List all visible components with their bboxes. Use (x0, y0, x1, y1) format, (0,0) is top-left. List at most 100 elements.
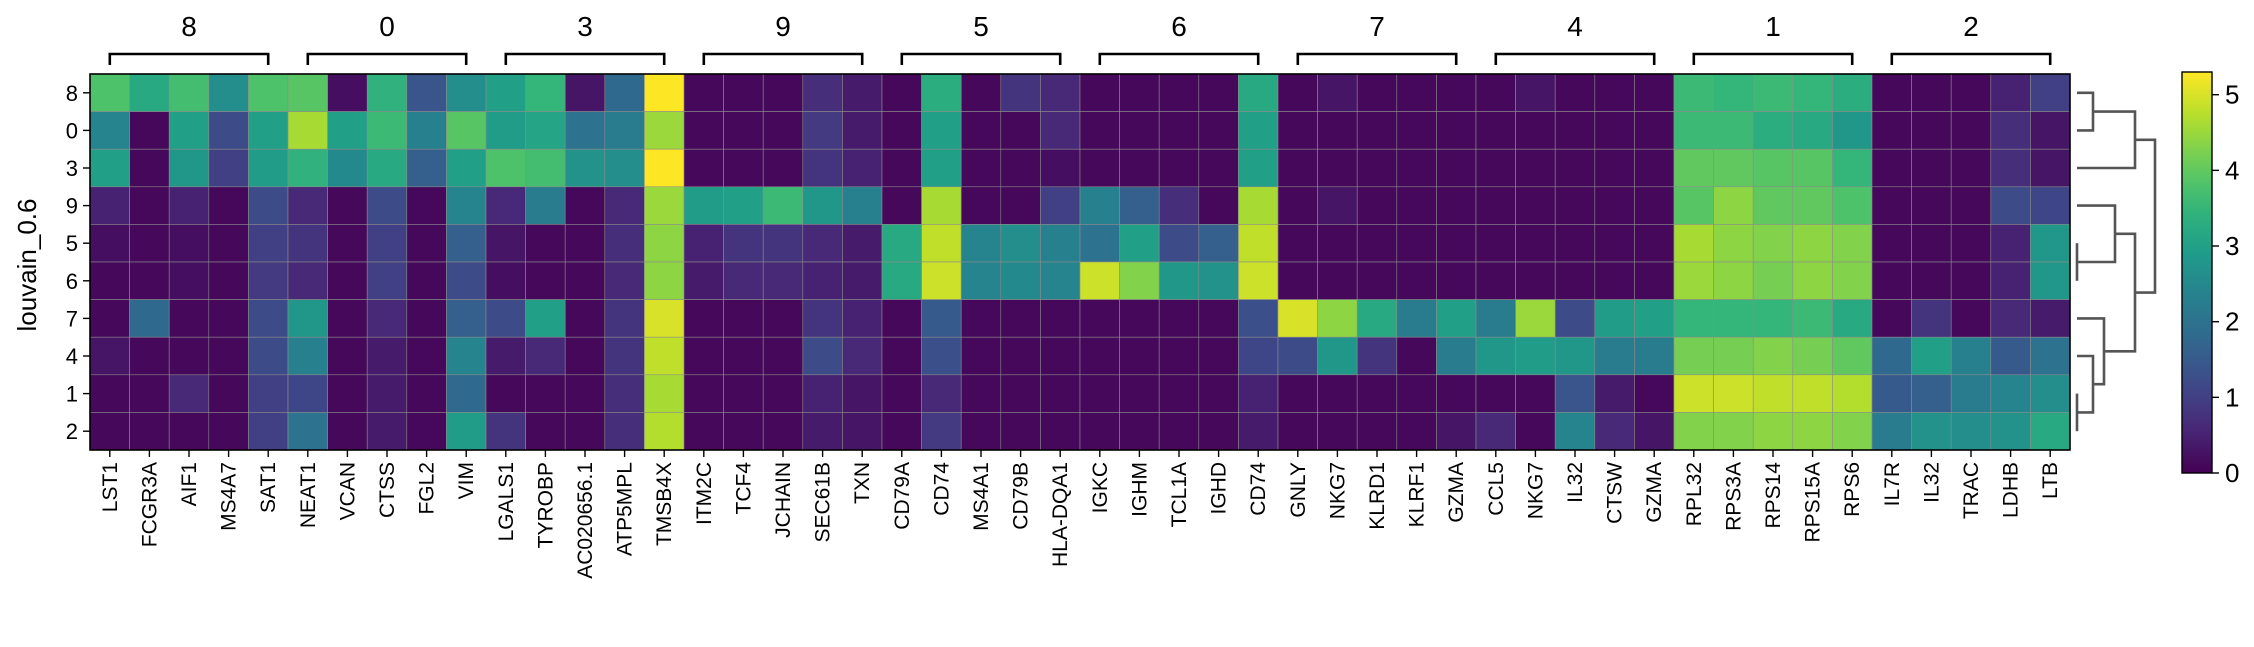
heatmap-cell (1713, 148, 1754, 188)
heatmap-cell (1158, 336, 1200, 376)
gene-label: SAT1 (257, 462, 280, 513)
heatmap-cell (1079, 224, 1120, 263)
heatmap-cell (1475, 73, 1516, 112)
heatmap-cell (129, 261, 170, 300)
heatmap-cell (1000, 186, 1041, 225)
heatmap-cell (1356, 336, 1398, 376)
heatmap-cell (644, 111, 685, 150)
heatmap-cell (2030, 148, 2071, 188)
heatmap-cell (1119, 224, 1160, 263)
heatmap-cell (881, 73, 922, 112)
heatmap-cell (1356, 412, 1398, 451)
heatmap-cell (1000, 261, 1041, 300)
heatmap-cell (1079, 73, 1120, 112)
heatmap-cell (604, 299, 645, 338)
heatmap-cell (1475, 374, 1516, 413)
heatmap-cell (1040, 111, 1081, 150)
heatmap-cell (1594, 336, 1635, 376)
row-label: 0 (66, 118, 78, 143)
heatmap-cell (1238, 374, 1279, 413)
gene-label: AIF1 (178, 462, 201, 506)
heatmap-cell (287, 186, 328, 225)
heatmap-cell (1871, 336, 1912, 376)
heatmap-cell (89, 374, 130, 413)
heatmap-cell (1594, 148, 1635, 188)
heatmap-cell (366, 336, 408, 376)
heatmap-frame (89, 73, 2071, 451)
heatmap-cell (1198, 336, 1239, 376)
heatmap-cell (802, 261, 843, 300)
group-bracket (504, 52, 666, 65)
heatmap-cell (604, 261, 645, 300)
group-bracket (1890, 52, 2052, 65)
heatmap-cell (842, 374, 883, 413)
gene-label: CTSW (1604, 462, 1627, 524)
heatmap-cell (248, 261, 289, 300)
gene-label: CTSS (376, 462, 399, 518)
heatmap-cell (802, 148, 843, 188)
heatmap-cell (1040, 186, 1081, 225)
heatmap-cell (1752, 412, 1794, 451)
heatmap-cell (208, 299, 249, 338)
heatmap-cell (1832, 412, 1873, 451)
group-bracket (900, 52, 1062, 65)
column-tick-labels: LST1 FCGR3A AIF1 MS4A7 SAT1 NEAT1 VCAN CTSS FGL2… (99, 450, 2062, 579)
heatmap-cell (2030, 224, 2071, 263)
row-label: 1 (66, 382, 78, 407)
heatmap-cell (129, 412, 170, 451)
heatmap-cell (485, 336, 526, 376)
gene-label: JCHAIN (772, 462, 795, 538)
heatmap-cell (1792, 261, 1833, 300)
heatmap-cell (366, 261, 408, 300)
heatmap-cell (723, 412, 764, 451)
heatmap-cell (1000, 111, 1041, 150)
heatmap-cell (1000, 299, 1041, 338)
heatmap-cell (1238, 73, 1279, 112)
heatmap-cell (208, 336, 249, 376)
heatmap-cell (366, 111, 408, 150)
heatmap-cell (1396, 299, 1437, 338)
heatmap-cell (248, 111, 289, 150)
colorbar-tick-label: 5 (2225, 80, 2239, 110)
heatmap-cell (366, 299, 408, 338)
heatmap-cell (762, 336, 804, 376)
heatmap-cell (1713, 186, 1754, 225)
heatmap-cell (485, 111, 526, 150)
heatmap-cell (1158, 374, 1200, 413)
heatmap-cell (1238, 299, 1279, 338)
heatmap-cell (1317, 186, 1358, 225)
heatmap-cell (604, 412, 645, 451)
heatmap-cell (446, 299, 487, 338)
heatmap-cell (1317, 374, 1358, 413)
heatmap-cell (1317, 111, 1358, 150)
heatmap-cell (921, 374, 962, 413)
gene-label: LST1 (99, 462, 122, 512)
heatmap-cell (1277, 73, 1318, 112)
heatmap-cell (406, 186, 447, 225)
heatmap-cell (1673, 186, 1714, 225)
heatmap-cell (604, 224, 645, 263)
heatmap-cell (327, 374, 368, 413)
heatmap-cell (1040, 299, 1081, 338)
heatmap-cell (525, 186, 566, 225)
colorbar-tick-label: 2 (2225, 307, 2239, 337)
gene-label: IGHD (1208, 462, 1231, 515)
heatmap-cell (129, 148, 170, 188)
heatmap-cell (1436, 374, 1477, 413)
colorbar-tick-label: 3 (2225, 231, 2239, 261)
gene-label: TCF4 (732, 462, 755, 515)
heatmap-cell (1436, 299, 1477, 338)
heatmap-cell (1158, 299, 1200, 338)
group-label: 5 (973, 11, 989, 42)
heatmap-cell (960, 374, 1002, 413)
row-tick-labels: 8 0 3 9 5 6 7 4 1 2 (66, 81, 90, 444)
heatmap-cell (248, 73, 289, 112)
group-bracket (108, 52, 270, 65)
heatmap-cell (604, 73, 645, 112)
heatmap-cell (842, 299, 883, 338)
heatmap-cell (1713, 73, 1754, 112)
heatmap-cell (564, 224, 606, 263)
row-label: 2 (66, 419, 78, 444)
heatmap-cell (1634, 374, 1675, 413)
heatmap-cell (683, 299, 724, 338)
